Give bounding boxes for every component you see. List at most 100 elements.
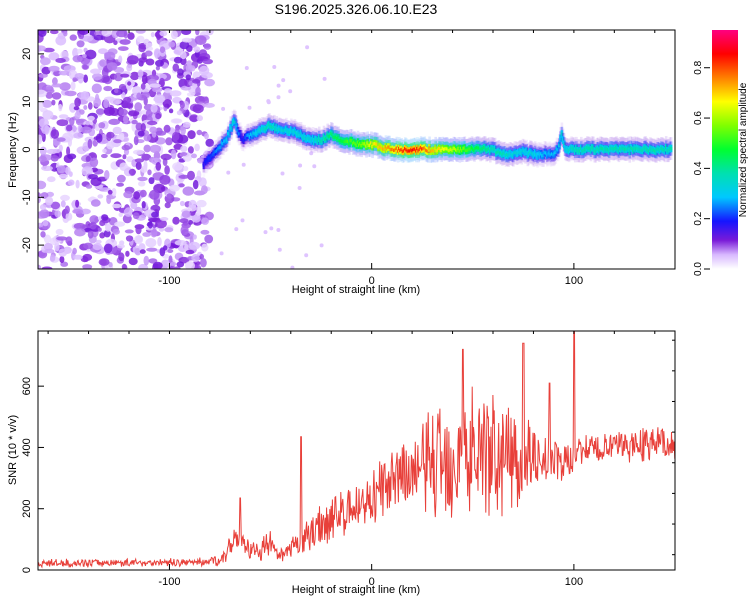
noise-blob <box>139 249 146 254</box>
noise-blob <box>178 174 190 179</box>
ridge-cell <box>623 147 627 152</box>
noise-blob <box>83 105 88 110</box>
noise-blob <box>42 110 54 120</box>
noise-blob <box>56 119 69 127</box>
x-tick-label: -100 <box>158 576 180 588</box>
noise-blob <box>87 138 93 149</box>
noise-speck <box>288 89 293 94</box>
ridge-cell <box>563 142 566 146</box>
noise-blob <box>41 124 50 135</box>
noise-blob <box>163 124 171 133</box>
noise-speck <box>319 243 324 248</box>
noise-blob <box>113 72 123 82</box>
snr-series-line <box>38 331 675 569</box>
noise-blob <box>72 209 84 214</box>
noise-blob <box>80 208 91 215</box>
noise-blob <box>135 225 142 235</box>
noise-blob <box>99 187 111 192</box>
noise-blob <box>104 52 110 58</box>
ridge-cell <box>532 153 536 157</box>
noise-blob <box>76 40 85 48</box>
noise-blob <box>64 205 70 214</box>
noise-blob <box>100 75 110 83</box>
noise-blob <box>203 43 212 50</box>
colorbar-tick-label: 0.8 <box>693 60 704 74</box>
noise-blob <box>149 144 161 154</box>
colorbar-tick-label: 0.4 <box>693 161 704 175</box>
noise-blob <box>38 264 42 269</box>
noise-blob <box>45 86 54 91</box>
noise-blob <box>172 216 180 225</box>
noise-blob <box>176 110 182 116</box>
noise-blob <box>155 59 164 67</box>
noise-blob <box>176 261 185 268</box>
noise-speck <box>297 186 302 190</box>
noise-blob <box>146 247 158 252</box>
noise-blob <box>83 74 88 83</box>
noise-blob <box>38 134 43 145</box>
noise-blob <box>39 209 50 219</box>
noise-blob <box>38 73 48 78</box>
noise-blob <box>88 174 98 180</box>
noise-blob <box>201 217 210 225</box>
noise-blob <box>181 37 192 43</box>
noise-blob <box>98 122 106 129</box>
noise-blob <box>99 59 107 67</box>
noise-blob <box>101 153 108 159</box>
noise-blob <box>180 152 188 156</box>
noise-blob <box>65 212 73 221</box>
noise-blob <box>87 115 95 121</box>
noise-blob <box>194 35 207 45</box>
noise-blob <box>55 35 67 46</box>
noise-blob <box>194 95 206 105</box>
noise-blob <box>87 230 94 239</box>
noise-blob <box>191 254 200 263</box>
noise-blob <box>149 189 160 200</box>
ridge-cell <box>558 143 561 148</box>
noise-blob <box>180 225 189 236</box>
x-tick-label: 0 <box>369 275 375 287</box>
noise-blob <box>77 92 87 100</box>
noise-blob <box>50 129 60 139</box>
ridge-cell <box>368 143 372 147</box>
noise-blob <box>60 200 66 208</box>
noise-blob <box>172 118 181 123</box>
colorbar: 0.0 0.2 0.4 0.6 0.8 Normalized spectral ampl… <box>693 30 749 276</box>
noise-blob <box>109 108 120 116</box>
noise-speck <box>208 163 213 168</box>
noise-blob <box>103 85 113 92</box>
noise-blob <box>70 81 76 91</box>
noise-blob <box>170 149 177 160</box>
noise-blob <box>85 121 90 126</box>
noise-blob <box>116 30 128 38</box>
ridge-cell <box>228 132 231 136</box>
noise-speck <box>276 95 281 100</box>
noise-speck <box>240 218 245 223</box>
noise-blob <box>149 83 161 88</box>
noise-blob <box>188 220 194 225</box>
noise-blob <box>204 78 216 87</box>
noise-blob <box>159 30 168 37</box>
noise-blob <box>66 124 73 132</box>
noise-blob <box>179 218 189 224</box>
noise-blob <box>83 257 89 263</box>
noise-blob <box>52 148 61 154</box>
noise-blob <box>166 193 173 200</box>
noise-blob <box>155 219 167 229</box>
noise-blob <box>43 242 53 251</box>
noise-blob <box>91 167 98 173</box>
noise-blob <box>92 243 103 251</box>
noise-blob <box>131 122 137 132</box>
noise-blob <box>192 179 199 190</box>
noise-blob <box>75 119 84 124</box>
noise-blob <box>169 90 182 97</box>
noise-blob <box>128 257 138 266</box>
noise-blob <box>138 57 148 63</box>
noise-blob <box>108 118 121 125</box>
noise-blob <box>38 102 44 111</box>
noise-blob <box>134 235 144 245</box>
colorbar-gradient <box>712 30 738 269</box>
noise-blob <box>135 161 142 170</box>
noise-blob <box>159 77 165 88</box>
